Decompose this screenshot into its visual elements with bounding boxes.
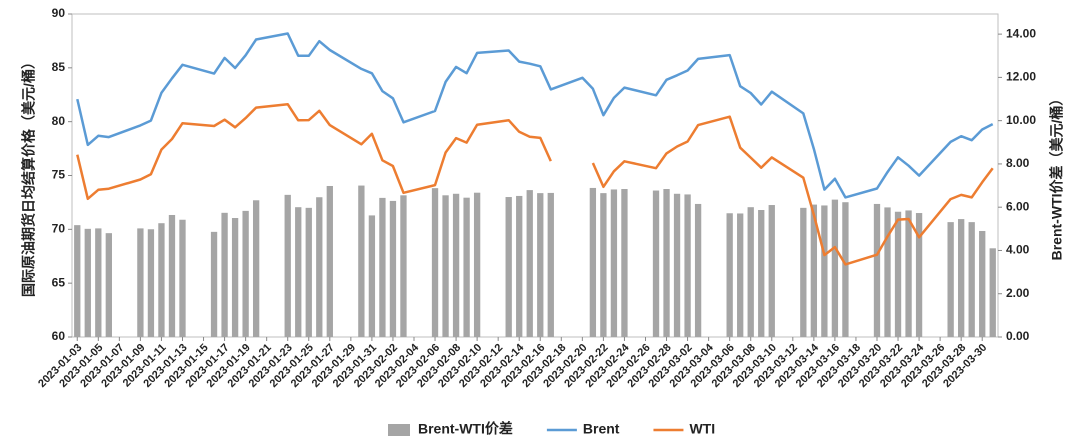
bar — [179, 219, 186, 337]
bar — [358, 185, 365, 337]
bar — [168, 214, 176, 337]
bar — [84, 228, 91, 337]
bar — [400, 195, 407, 337]
bar — [894, 211, 902, 337]
y2-tick-label: 8.00 — [1006, 156, 1030, 170]
bar — [463, 197, 470, 337]
legend-label: Brent — [583, 421, 620, 437]
bar — [831, 199, 839, 337]
bar — [158, 223, 165, 337]
bar — [905, 210, 912, 337]
bar — [442, 195, 449, 337]
y-tick-label: 65 — [52, 275, 66, 289]
bar — [684, 194, 691, 337]
legend-label: Brent-WTI价差 — [418, 421, 513, 437]
y-tick-label: 85 — [52, 60, 66, 74]
bar — [316, 197, 323, 337]
bar — [74, 225, 81, 337]
bar — [758, 210, 765, 337]
y2-tick-label: 2.00 — [1006, 286, 1030, 300]
bar — [842, 202, 849, 337]
bar — [600, 193, 607, 337]
bar — [147, 229, 155, 337]
y2-tick-label: 12.00 — [1006, 70, 1036, 84]
bar — [210, 231, 218, 337]
bar — [673, 193, 681, 337]
y-tick-label: 80 — [52, 114, 66, 128]
bar — [284, 194, 291, 337]
bar — [242, 210, 249, 337]
bar — [379, 197, 386, 337]
y-tick-label: 90 — [52, 6, 66, 20]
bar — [105, 233, 112, 337]
y2-tick-label: 6.00 — [1006, 199, 1030, 213]
y-axis-label: 国际原油期货日均结算价格（美元/桶） — [21, 55, 37, 297]
bar — [505, 197, 512, 337]
bar — [537, 193, 544, 337]
bar — [989, 248, 996, 337]
y-tick-label: 70 — [52, 222, 66, 236]
bar — [305, 207, 312, 337]
y2-axis-label: Brent-WTI价差（美元/桶） — [1049, 92, 1065, 261]
bar — [947, 222, 954, 337]
bar — [663, 189, 670, 337]
bar — [252, 200, 260, 337]
bar — [516, 195, 523, 337]
bar — [652, 190, 660, 337]
bar — [873, 203, 881, 337]
bar — [747, 207, 754, 337]
bar — [431, 188, 439, 337]
bar — [810, 204, 818, 337]
bar — [95, 228, 102, 337]
bar — [368, 215, 376, 337]
bar — [326, 185, 333, 337]
bar — [915, 213, 923, 337]
line — [591, 115, 994, 266]
bar — [526, 190, 533, 337]
y-tick-label: 75 — [52, 168, 66, 182]
bar — [389, 200, 397, 337]
y2-tick-label: 14.00 — [1006, 26, 1036, 40]
bar — [621, 189, 628, 337]
line — [76, 102, 552, 201]
bar — [589, 187, 597, 337]
y2-tick-label: 4.00 — [1006, 243, 1030, 257]
bar — [768, 205, 775, 337]
legend-swatch — [388, 424, 410, 436]
bar — [547, 192, 554, 337]
bar — [473, 192, 481, 337]
bar — [452, 193, 460, 337]
bar — [800, 207, 807, 337]
y2-tick-label: 10.00 — [1006, 113, 1036, 127]
bar — [231, 218, 239, 337]
line — [76, 32, 994, 199]
y-tick-label: 60 — [52, 329, 66, 343]
bar — [958, 219, 965, 337]
bar — [979, 230, 986, 337]
legend-label: WTI — [689, 421, 715, 437]
bar — [137, 228, 144, 337]
bar — [737, 213, 744, 337]
bar — [295, 207, 302, 337]
bar — [726, 213, 733, 337]
bar — [821, 205, 828, 337]
y2-tick-label: 0.00 — [1006, 329, 1030, 343]
bar — [221, 212, 228, 337]
bar — [884, 207, 891, 337]
bar — [968, 222, 975, 337]
bar — [610, 189, 618, 337]
bar — [694, 203, 702, 337]
